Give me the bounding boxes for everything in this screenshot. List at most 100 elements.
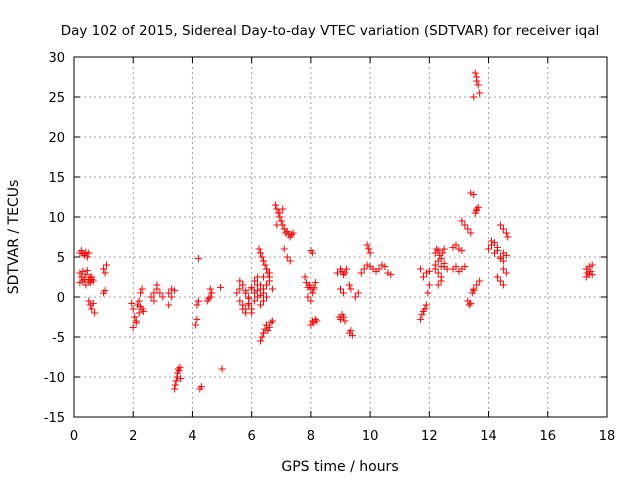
data-point — [76, 269, 84, 277]
data-point — [261, 325, 269, 333]
data-point — [264, 269, 272, 277]
data-point — [172, 377, 180, 385]
data-point — [173, 373, 181, 381]
data-point — [91, 309, 99, 317]
data-point — [311, 315, 319, 323]
data-point — [375, 265, 383, 273]
data-point — [268, 317, 276, 325]
data-point — [251, 277, 259, 285]
data-point — [588, 261, 596, 269]
data-point — [88, 273, 96, 281]
data-point — [239, 281, 247, 289]
data-point — [381, 263, 389, 271]
data-point — [101, 269, 109, 277]
data-point — [89, 299, 97, 307]
data-point — [502, 229, 510, 237]
data-point — [191, 321, 199, 329]
data-point — [279, 221, 287, 229]
data-point — [452, 263, 460, 271]
data-point — [260, 273, 268, 281]
data-point — [147, 293, 155, 301]
data-point — [474, 203, 482, 211]
data-point — [128, 299, 136, 307]
data-point — [421, 305, 429, 313]
y-tick-label: 10 — [48, 211, 65, 226]
data-point — [83, 267, 91, 275]
data-points — [76, 69, 596, 393]
x-tick-label: 8 — [307, 429, 315, 444]
data-point — [354, 289, 362, 297]
data-point — [470, 93, 478, 101]
data-point — [261, 261, 269, 269]
data-point — [496, 255, 504, 263]
data-point — [175, 367, 183, 375]
data-point — [419, 273, 427, 281]
data-point — [493, 273, 501, 281]
data-point — [206, 293, 214, 301]
data-point — [471, 69, 479, 77]
y-tick-label: 20 — [48, 131, 65, 146]
data-point — [416, 315, 424, 323]
x-tick-label: 6 — [248, 429, 256, 444]
data-point — [305, 281, 313, 289]
data-point — [236, 285, 244, 293]
data-point — [242, 309, 250, 317]
data-point — [233, 289, 241, 297]
data-point — [465, 301, 473, 309]
y-tick-label: 25 — [48, 91, 65, 106]
data-point — [88, 305, 96, 313]
data-point — [488, 237, 496, 245]
data-point — [431, 261, 439, 269]
data-point — [347, 285, 355, 293]
data-point — [499, 249, 507, 257]
data-point — [208, 289, 216, 297]
data-point — [341, 317, 349, 325]
y-tick-label: -5 — [52, 331, 65, 346]
data-point — [473, 281, 481, 289]
y-tick-label: -10 — [44, 371, 65, 386]
data-point — [165, 289, 173, 297]
data-point — [248, 285, 256, 293]
data-point — [257, 301, 265, 309]
data-point — [351, 293, 359, 301]
data-point — [150, 289, 158, 297]
data-point — [334, 269, 342, 277]
data-point — [337, 285, 344, 293]
y-tick-label: 15 — [48, 171, 65, 186]
data-point — [206, 285, 214, 293]
data-point — [273, 205, 281, 213]
data-point — [135, 297, 143, 305]
data-point — [467, 299, 475, 307]
data-point — [499, 281, 507, 289]
data-point — [476, 89, 484, 97]
data-point — [585, 263, 593, 271]
data-point — [286, 257, 294, 265]
data-point — [268, 285, 276, 293]
data-point — [282, 229, 290, 237]
data-point — [77, 247, 85, 255]
data-point — [357, 269, 365, 277]
data-point — [239, 305, 247, 313]
data-point — [363, 241, 371, 249]
data-point — [283, 253, 291, 261]
data-point — [168, 285, 176, 293]
data-point — [301, 273, 309, 281]
x-tick-label: 0 — [70, 429, 78, 444]
data-point — [159, 293, 167, 301]
data-point — [276, 209, 284, 217]
x-tick-label: 12 — [421, 429, 438, 444]
data-point — [267, 319, 275, 327]
data-point — [236, 297, 244, 305]
data-point — [470, 191, 478, 199]
data-point — [171, 287, 179, 295]
data-point — [100, 265, 108, 273]
data-point — [280, 245, 288, 253]
data-point — [384, 269, 392, 277]
data-point — [439, 249, 447, 257]
data-point — [304, 293, 312, 301]
data-point — [366, 249, 374, 257]
data-point — [422, 301, 430, 309]
data-point — [582, 273, 590, 281]
y-axis-label: SDTVAR / TECUs — [6, 180, 22, 295]
data-point — [236, 277, 244, 285]
